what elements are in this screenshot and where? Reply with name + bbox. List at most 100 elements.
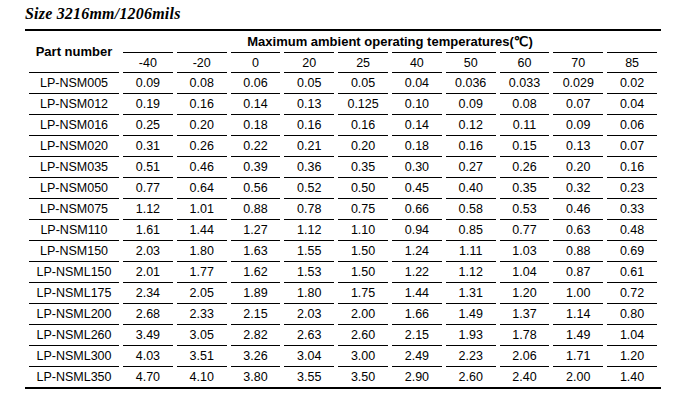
table-row: LP-NSM1502.031.801.631.551.501.241.111.0…	[29, 240, 657, 261]
value-cell: 0.14	[392, 114, 442, 135]
part-number-cell: LP-NSM005	[29, 72, 119, 93]
value-cell: 0.50	[338, 177, 388, 198]
value-cell: 0.16	[284, 114, 334, 135]
value-cell: 0.46	[553, 198, 603, 219]
value-cell: 3.05	[177, 324, 227, 345]
value-cell: 1.24	[392, 240, 442, 261]
value-cell: 2.06	[500, 345, 550, 366]
value-cell: 1.14	[553, 303, 603, 324]
value-cell: 0.72	[607, 282, 657, 303]
value-cell: 2.15	[392, 324, 442, 345]
value-cell: 2.82	[231, 324, 281, 345]
value-cell: 0.09	[553, 114, 603, 135]
value-cell: 3.49	[123, 324, 173, 345]
value-cell: 3.50	[338, 366, 388, 387]
value-cell: 2.00	[338, 303, 388, 324]
part-number-cell: LP-NSML300	[29, 345, 119, 366]
value-cell: 0.32	[553, 177, 603, 198]
value-cell: 0.88	[553, 240, 603, 261]
part-number-cell: LP-NSML350	[29, 366, 119, 387]
value-cell: 3.26	[231, 345, 281, 366]
value-cell: 0.20	[338, 135, 388, 156]
value-cell: 2.49	[392, 345, 442, 366]
value-cell: 2.40	[500, 366, 550, 387]
part-number-cell: LP-NSML150	[29, 261, 119, 282]
value-cell: 2.68	[123, 303, 173, 324]
value-cell: 2.60	[338, 324, 388, 345]
value-cell: 2.15	[231, 303, 281, 324]
value-cell: 0.36	[284, 156, 334, 177]
value-cell: 0.46	[177, 156, 227, 177]
value-cell: 0.26	[177, 135, 227, 156]
table-row: LP-NSM1101.611.441.271.121.100.940.850.7…	[29, 219, 657, 240]
table-row: LP-NSML3504.704.103.803.553.502.902.602.…	[29, 366, 657, 387]
value-cell: 0.19	[123, 93, 173, 114]
value-cell: 4.70	[123, 366, 173, 387]
value-cell: 0.23	[607, 177, 657, 198]
value-cell: 0.85	[446, 219, 496, 240]
part-number-cell: LP-NSML175	[29, 282, 119, 303]
value-cell: 0.04	[607, 93, 657, 114]
value-cell: 1.04	[607, 324, 657, 345]
value-cell: 0.02	[607, 72, 657, 93]
header-row-group: Part number Maximum ambient operating te…	[29, 31, 657, 52]
value-cell: 0.58	[446, 198, 496, 219]
value-cell: 0.033	[500, 72, 550, 93]
table-row: LP-NSML1752.342.051.891.801.751.441.311.…	[29, 282, 657, 303]
value-cell: 2.05	[177, 282, 227, 303]
table-header: Part number Maximum ambient operating te…	[29, 31, 657, 72]
value-cell: 1.27	[231, 219, 281, 240]
value-cell: 0.08	[500, 93, 550, 114]
value-cell: 2.90	[392, 366, 442, 387]
value-cell: 0.125	[338, 93, 388, 114]
value-cell: 0.39	[231, 156, 281, 177]
value-cell: 0.16	[338, 114, 388, 135]
value-cell: 0.16	[177, 93, 227, 114]
value-cell: 4.10	[177, 366, 227, 387]
value-cell: 1.49	[446, 303, 496, 324]
table-row: LP-NSML2002.682.332.152.032.001.661.491.…	[29, 303, 657, 324]
value-cell: 1.63	[231, 240, 281, 261]
temperature-group-header: Maximum ambient operating temperatures(℃…	[123, 31, 657, 52]
temp-column-header: 20	[284, 52, 334, 72]
value-cell: 1.00	[553, 282, 603, 303]
value-cell: 0.56	[231, 177, 281, 198]
temp-column-header: 0	[231, 52, 281, 72]
value-cell: 1.11	[446, 240, 496, 261]
value-cell: 0.27	[446, 156, 496, 177]
value-cell: 1.75	[338, 282, 388, 303]
value-cell: 3.04	[284, 345, 334, 366]
value-cell: 2.60	[446, 366, 496, 387]
value-cell: 0.25	[123, 114, 173, 135]
value-cell: 1.50	[338, 261, 388, 282]
value-cell: 0.05	[284, 72, 334, 93]
value-cell: 0.06	[607, 114, 657, 135]
table-row: LP-NSM0751.121.010.880.780.750.660.580.5…	[29, 198, 657, 219]
value-cell: 1.62	[231, 261, 281, 282]
value-cell: 0.48	[607, 219, 657, 240]
value-cell: 3.00	[338, 345, 388, 366]
table-row: LP-NSM0050.090.080.060.050.050.040.0360.…	[29, 72, 657, 93]
value-cell: 0.15	[500, 135, 550, 156]
value-cell: 1.12	[123, 198, 173, 219]
temp-column-header: 25	[338, 52, 388, 72]
value-cell: 0.75	[338, 198, 388, 219]
part-number-cell: LP-NSM110	[29, 219, 119, 240]
table-row: LP-NSML2603.493.052.822.632.602.151.931.…	[29, 324, 657, 345]
value-cell: 0.64	[177, 177, 227, 198]
value-cell: 2.00	[553, 366, 603, 387]
value-cell: 1.10	[338, 219, 388, 240]
value-cell: 0.87	[553, 261, 603, 282]
operating-temperature-table: Part number Maximum ambient operating te…	[25, 29, 661, 389]
value-cell: 0.04	[392, 72, 442, 93]
value-cell: 1.03	[500, 240, 550, 261]
value-cell: 0.036	[446, 72, 496, 93]
table-row: LP-NSM0120.190.160.140.130.1250.100.090.…	[29, 93, 657, 114]
table-row: LP-NSM0200.310.260.220.210.200.180.160.1…	[29, 135, 657, 156]
value-cell: 0.20	[177, 114, 227, 135]
value-cell: 1.37	[500, 303, 550, 324]
value-cell: 0.51	[123, 156, 173, 177]
value-cell: 1.80	[284, 282, 334, 303]
value-cell: 0.18	[231, 114, 281, 135]
part-number-header: Part number	[29, 31, 119, 72]
